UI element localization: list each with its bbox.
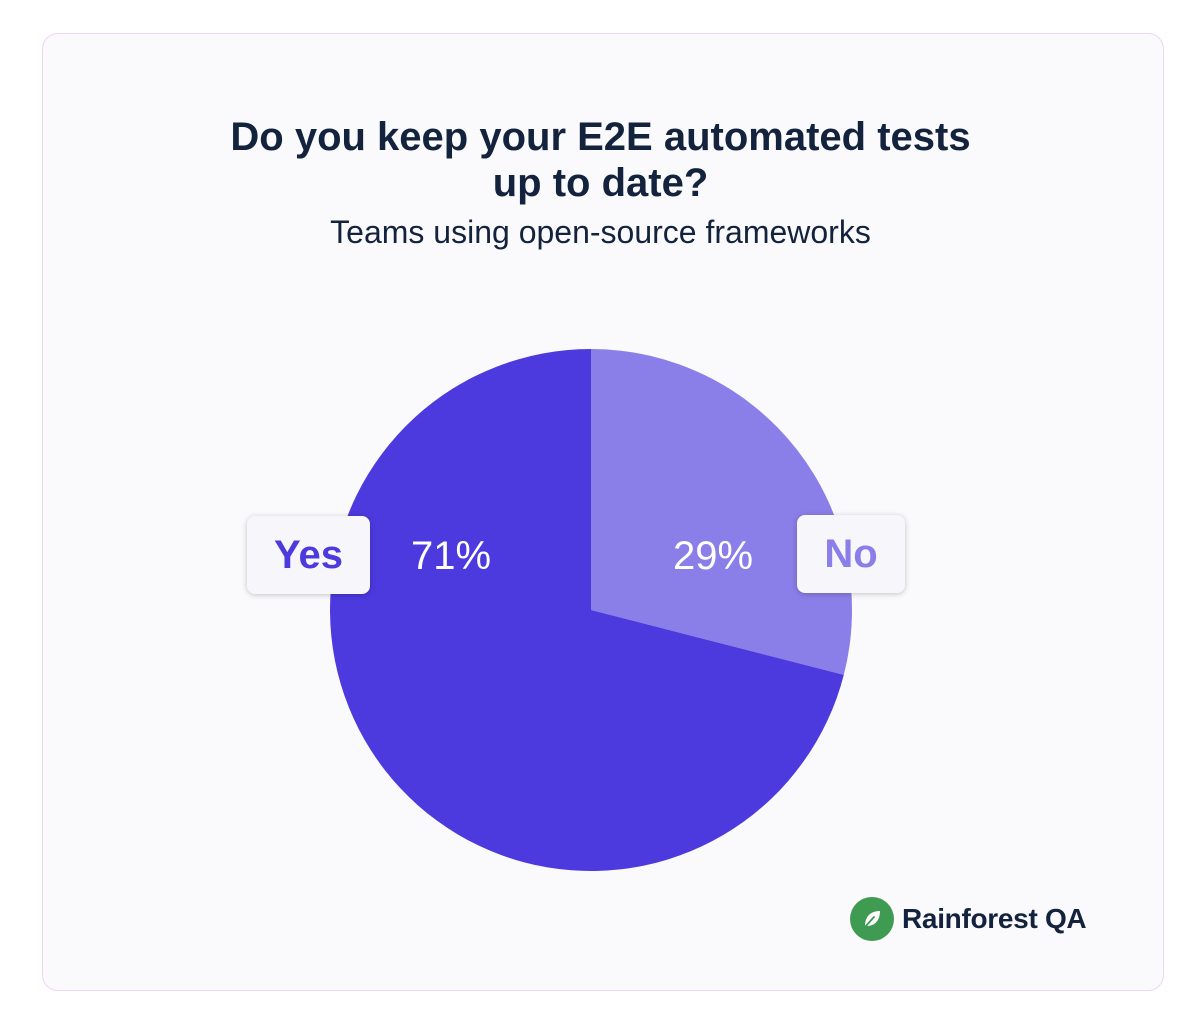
pie-slice-yes <box>330 349 844 871</box>
brand: Rainforest QA <box>850 896 1087 942</box>
slice-value-label-yes: 71% <box>410 534 492 578</box>
leaf-icon <box>850 897 894 941</box>
chart-subtitle: Teams using open-source frameworks <box>330 214 871 250</box>
brand-name: Rainforest QA <box>902 903 1087 934</box>
chart-title-line-2: up to date? <box>492 161 709 205</box>
legend-label-no: No <box>797 515 905 593</box>
chart-title-line-1: Do you keep your E2E automated tests <box>230 115 971 159</box>
legend-label-yes: Yes <box>247 516 370 594</box>
pie-slices <box>330 348 853 871</box>
pie-slice-no <box>591 348 853 675</box>
slice-value-label-no: 29% <box>672 534 754 578</box>
